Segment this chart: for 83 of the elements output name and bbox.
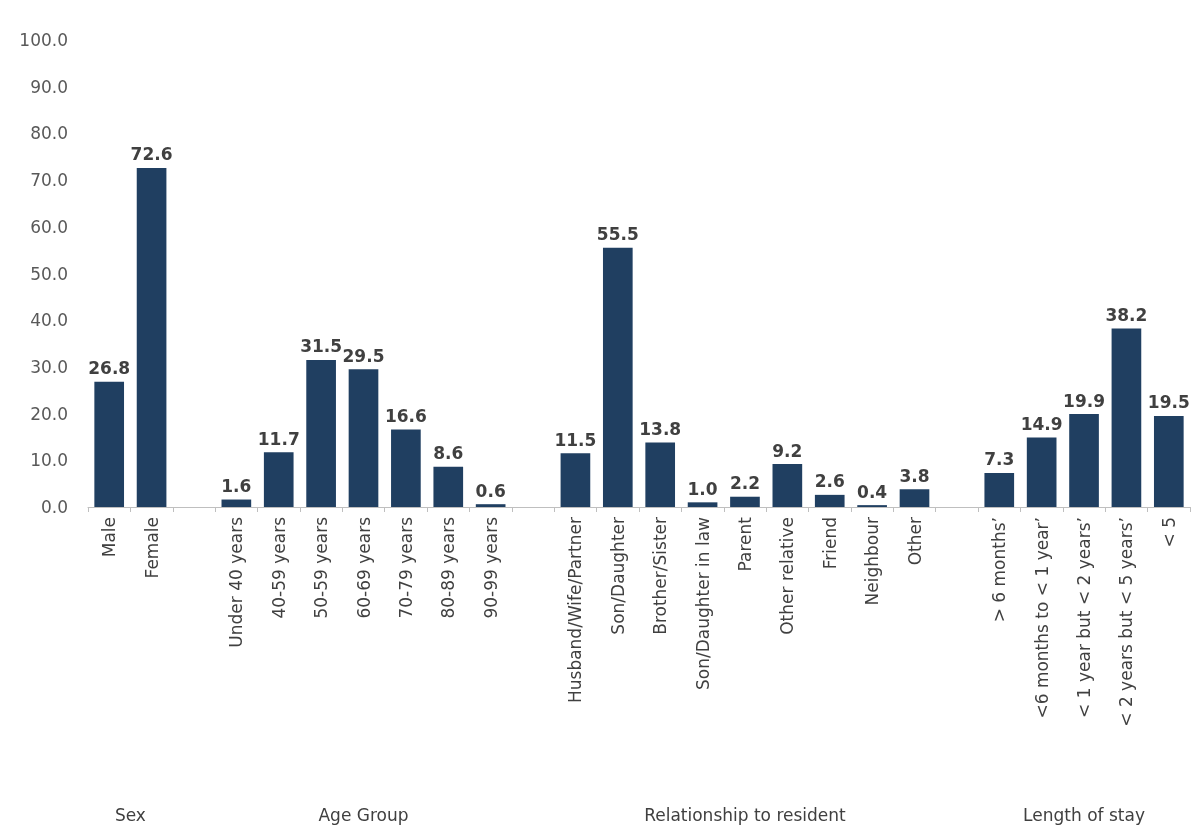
bar [602,247,633,507]
x-tick-label: Other [904,517,925,566]
x-tick-label: 90-99 years [480,516,501,619]
bar [645,442,676,507]
data-label: 11.5 [554,429,597,450]
data-label: 19.5 [1147,392,1190,413]
data-label: 0.6 [475,480,506,501]
x-tick-label: Son/Daughter [607,516,628,635]
data-label: 13.8 [639,419,682,440]
data-label: 19.9 [1063,390,1106,411]
data-label: 11.7 [257,428,300,449]
x-tick-label: <6 months to < 1 year’ [1031,517,1052,719]
y-tick-label: 50.0 [30,263,68,284]
data-label: 8.6 [433,443,464,464]
y-tick-label: 0.0 [40,497,68,517]
data-label: 0.4 [857,481,888,502]
data-label: 55.5 [596,224,639,245]
bar [1153,415,1184,507]
x-tick-label: 70-79 years [395,516,416,619]
y-tick-label: 100.0 [19,30,68,50]
bar [560,453,591,507]
x-tick-label: < 2 years but < 5 years’ [1116,517,1137,727]
bar [1069,414,1099,507]
y-tick-label: 20.0 [30,403,68,424]
bar [1111,328,1142,507]
y-tick-label: 30.0 [30,356,68,377]
bar [391,429,421,507]
x-tick-label: < 5 [1158,517,1179,548]
text: Relationship to resident [644,805,847,825]
x-tick-label: Husband/Wife/Partner [565,516,586,704]
data-label: 26.8 [88,358,131,379]
y-tick-label: 90.0 [30,76,68,97]
bar [348,369,379,507]
y-tick-label: 60.0 [30,216,68,237]
bar [984,472,1015,507]
data-label: 1.6 [221,476,252,497]
x-tick-label: Under 40 years [226,516,247,648]
data-label: 2.2 [729,473,761,494]
bar [814,494,845,507]
data-label: 31.5 [300,336,343,357]
y-tick-label: 70.0 [30,170,68,191]
data-label: 3.8 [899,465,930,486]
data-label: 1.0 [687,478,718,499]
x-tick-label: 50-59 years [311,516,332,619]
bar [136,167,167,507]
bar [899,489,930,507]
x-tick-label: Friend [819,517,840,570]
x-tick-label: Brother/Sister [650,516,671,635]
x-tick-label: < 1 year but < 2 years’ [1074,517,1095,718]
x-tick-label: 40-59 years [268,516,289,619]
data-label: 7.3 [984,449,1015,470]
data-label: 29.5 [342,345,385,366]
text: Sex [114,805,146,825]
data-label: 2.6 [814,471,845,492]
bar [475,504,506,507]
x-tick-label: 80-89 years [438,516,459,619]
data-label: 72.6 [130,144,173,165]
y-tick-label: 10.0 [30,450,68,471]
x-tick-label: 60-69 years [353,516,374,619]
bar [306,359,336,507]
bar [221,499,252,507]
x-tick-label: Other relative [777,517,798,635]
data-label: 38.2 [1105,305,1148,326]
data-label: 14.9 [1020,413,1063,434]
x-tick-label: Neighbour [862,516,883,606]
bar [1026,437,1057,507]
data-label: 16.6 [384,405,427,426]
text: Age Group [318,805,409,825]
bar [687,502,718,507]
y-tick-label: 40.0 [30,310,68,331]
x-tick-label: Male [99,517,120,558]
bar [263,452,294,507]
y-tick-label: 80.0 [30,123,68,144]
data-label: 9.2 [772,440,803,461]
bar [94,381,125,507]
text: Length of stay [1023,805,1145,825]
bar [730,496,760,507]
bar [433,466,464,507]
x-tick-label: Parent [734,516,755,572]
bar [772,464,803,507]
x-tick-label: Female [141,517,162,579]
x-tick-label: > 6 months’ [989,517,1010,623]
x-tick-label: Son/Daughter in law [692,516,713,691]
